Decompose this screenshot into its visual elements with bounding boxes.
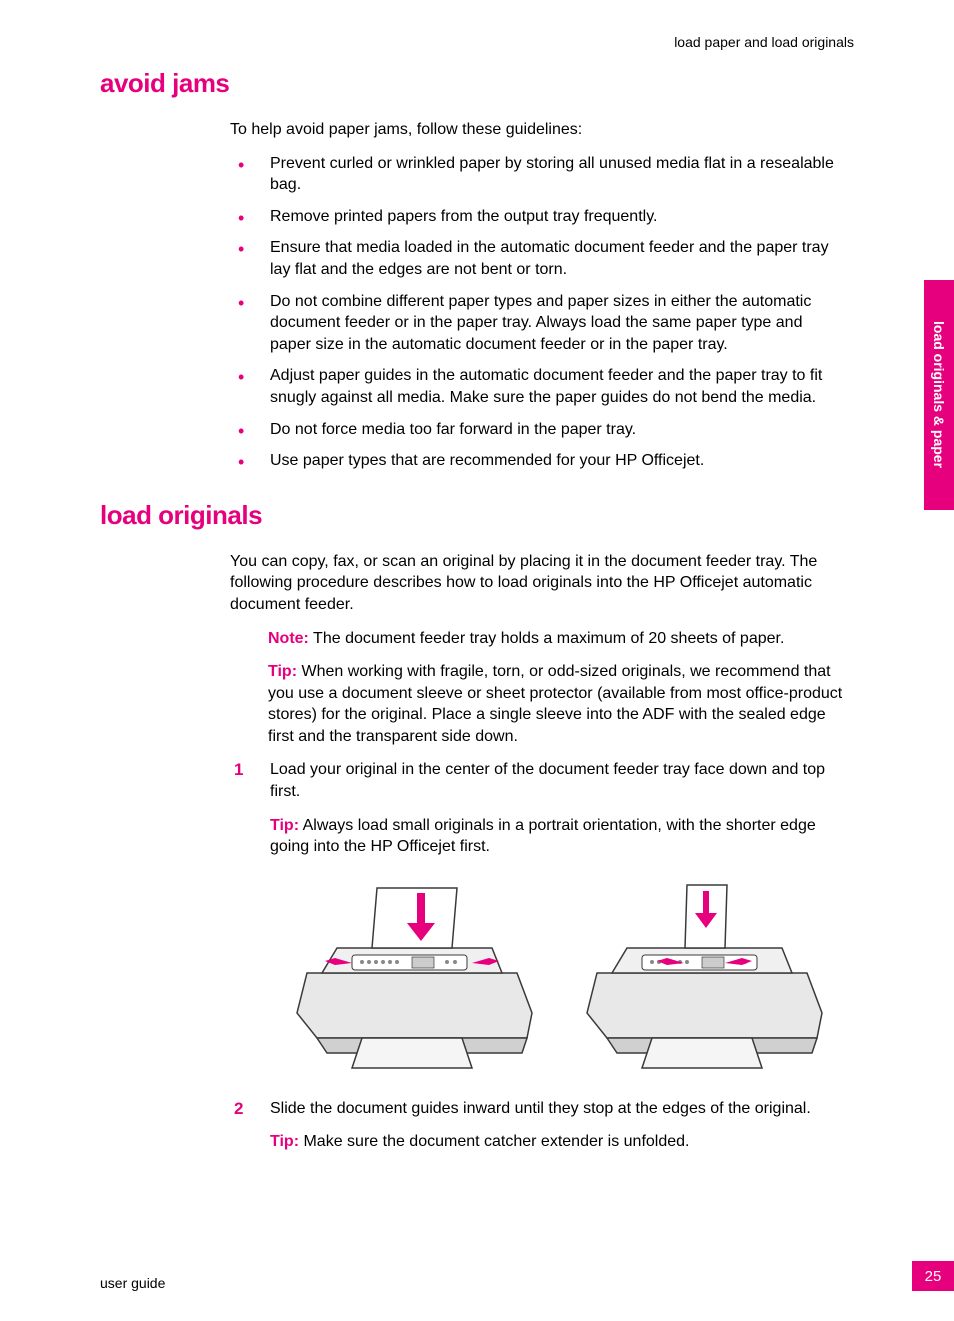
heading-avoid-jams: avoid jams	[100, 68, 854, 99]
page-number-box: 25	[912, 1261, 954, 1291]
step-item: 1 Load your original in the center of th…	[230, 759, 844, 1072]
note-block: Note: The document feeder tray holds a m…	[268, 628, 844, 650]
bullet-item: Use paper types that are recommended for…	[230, 450, 844, 472]
avoid-jams-intro: To help avoid paper jams, follow these g…	[230, 119, 844, 141]
chapter-header: load paper and load originals	[100, 34, 854, 50]
step-text: Load your original in the center of the …	[270, 761, 825, 800]
load-originals-intro: You can copy, fax, or scan an original b…	[230, 551, 844, 616]
avoid-jams-bullets: Prevent curled or wrinkled paper by stor…	[230, 153, 844, 472]
side-tab-label: load originals & paper	[931, 321, 947, 468]
tip-block-2: Tip: Always load small originals in a po…	[270, 815, 844, 858]
step-item: 2 Slide the document guides inward until…	[230, 1098, 844, 1153]
bullet-item: Ensure that media loaded in the automati…	[230, 237, 844, 280]
step-number: 2	[234, 1098, 243, 1121]
bullet-item: Prevent curled or wrinkled paper by stor…	[230, 153, 844, 196]
note-label: Note:	[268, 630, 309, 647]
note-text: The document feeder tray holds a maximum…	[309, 630, 785, 647]
tip-label: Tip:	[270, 1133, 299, 1150]
tip-block-1: Tip: When working with fragile, torn, or…	[268, 661, 844, 747]
steps-list: 1 Load your original in the center of th…	[230, 759, 844, 1153]
page-footer: user guide 25	[100, 1261, 954, 1291]
tip-label: Tip:	[268, 663, 297, 680]
bullet-item: Remove printed papers from the output tr…	[230, 206, 844, 228]
bullet-item: Adjust paper guides in the automatic doc…	[230, 365, 844, 408]
bullet-item: Do not combine different paper types and…	[230, 291, 844, 356]
footer-guide-label: user guide	[100, 1275, 165, 1291]
heading-load-originals: load originals	[100, 500, 854, 531]
tip-text: Always load small originals in a portrai…	[270, 817, 816, 856]
printer-illustration-1	[277, 873, 547, 1073]
tip-label: Tip:	[270, 817, 299, 834]
step-number: 1	[234, 759, 243, 782]
step-text: Slide the document guides inward until t…	[270, 1100, 811, 1117]
printer-figures	[270, 873, 844, 1073]
tip-block-3: Tip: Make sure the document catcher exte…	[270, 1131, 844, 1153]
tip-text: When working with fragile, torn, or odd-…	[268, 663, 842, 745]
bullet-item: Do not force media too far forward in th…	[230, 419, 844, 441]
printer-illustration-2	[567, 873, 837, 1073]
page-number: 25	[925, 1268, 942, 1285]
tip-text: Make sure the document catcher extender …	[299, 1133, 689, 1150]
side-tab: load originals & paper	[924, 280, 954, 510]
